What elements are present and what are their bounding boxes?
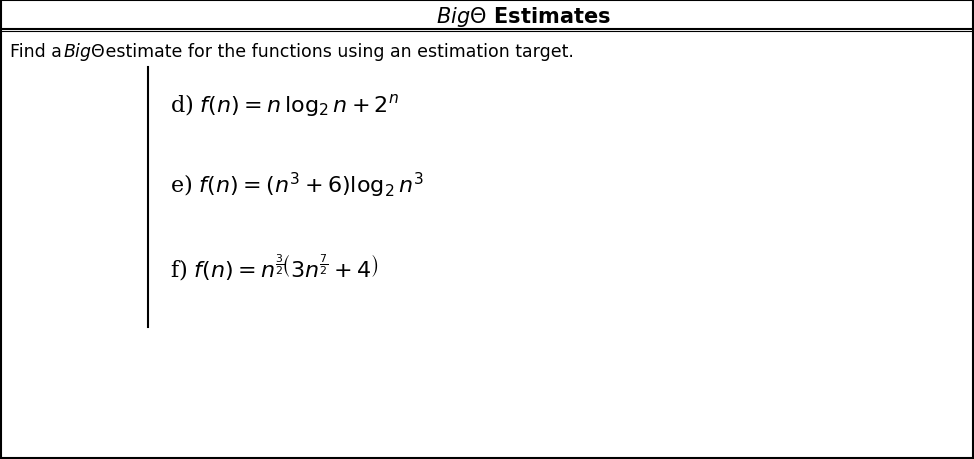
- Text: Find a: Find a: [10, 43, 67, 61]
- Text: f) $f(n) = n^{\frac{3}{2}}\!\left(3n^{\frac{7}{2}} + 4\right)$: f) $f(n) = n^{\frac{3}{2}}\!\left(3n^{\f…: [170, 252, 379, 283]
- Text: estimate for the functions using an estimation target.: estimate for the functions using an esti…: [100, 43, 574, 61]
- Text: $\mathit{Big}\Theta$: $\mathit{Big}\Theta$: [63, 41, 105, 63]
- Text: e) $f(n) = (n^3 + 6)\log_2 n^3$: e) $f(n) = (n^3 + 6)\log_2 n^3$: [170, 170, 424, 199]
- Text: $\mathit{Big}\Theta$: $\mathit{Big}\Theta$: [436, 5, 487, 29]
- Text: $\bf{Estimates}$: $\bf{Estimates}$: [487, 7, 611, 27]
- Text: d) $f(n) = n\,\log_2 n + 2^n$: d) $f(n) = n\,\log_2 n + 2^n$: [170, 92, 399, 118]
